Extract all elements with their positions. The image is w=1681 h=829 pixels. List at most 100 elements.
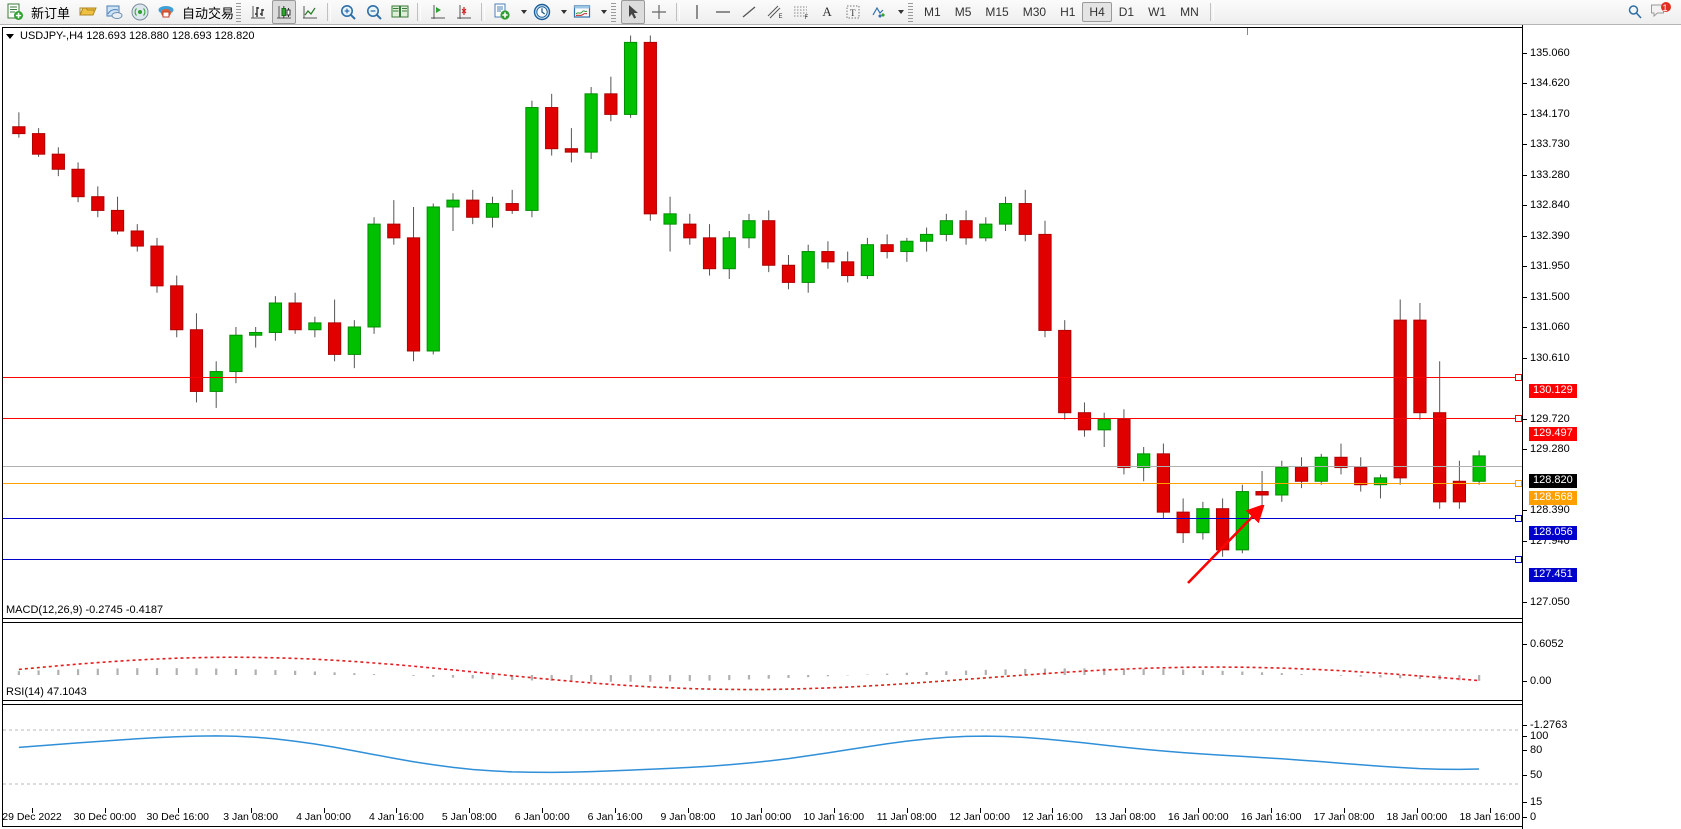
autotrade-label[interactable]: 自动交易	[182, 5, 235, 21]
price-line-handle-128568[interactable]	[1515, 480, 1522, 487]
timeframe-w1[interactable]: W1	[1148, 5, 1167, 19]
timeframe-h4[interactable]: H4	[1082, 2, 1112, 22]
price-tag-129497[interactable]: 129.497	[1529, 427, 1577, 442]
indicators-dropdown-icon[interactable]	[596, 0, 608, 24]
candle-body	[1097, 419, 1111, 431]
objects-icon[interactable]	[867, 0, 891, 24]
chart-area[interactable]: USDJPY-,H4 128.693 128.880 128.693 128.8…	[0, 25, 1681, 829]
candle-body	[170, 285, 184, 331]
crosshair-icon[interactable]	[647, 0, 671, 24]
timeframe-h1[interactable]: H1	[1060, 5, 1076, 19]
candle-body	[1255, 491, 1269, 496]
candle-body	[1294, 467, 1309, 482]
candle-body	[564, 148, 579, 153]
toolbar-grip-2[interactable]	[611, 2, 617, 22]
price-line-handle-130129[interactable]	[1515, 374, 1522, 381]
candle-body	[288, 302, 302, 331]
new-chart-dropdown-icon[interactable]	[516, 0, 528, 24]
price-axis[interactable]: 135.060 134.620 134.170 133.730 133.280 132.8…	[1522, 25, 1681, 829]
chart-symbol-ohlc: USDJPY-,H4 128.693 128.880 128.693 128.8…	[20, 30, 255, 42]
folder-icon[interactable]	[76, 0, 100, 24]
price-tick: 131.060	[1523, 321, 1570, 333]
rsi-axis-tick: 50	[1523, 769, 1542, 781]
price-line-128568[interactable]	[3, 483, 1522, 484]
candle-body	[110, 209, 125, 232]
hline-icon[interactable]	[711, 0, 735, 24]
bar-chart-icon[interactable]	[246, 0, 270, 24]
toolbar-separator-5	[1209, 3, 1214, 21]
candle-body	[91, 196, 105, 211]
price-tag-128568[interactable]: 128.568	[1529, 491, 1577, 506]
cursor-icon[interactable]	[621, 0, 646, 24]
zoom-out-icon[interactable]	[362, 0, 386, 24]
candle-body	[1334, 456, 1348, 469]
price-line-handle-128056[interactable]	[1515, 515, 1522, 522]
toolbar-grip-3[interactable]	[908, 2, 914, 22]
candle-body	[762, 220, 776, 266]
candle-body	[1137, 453, 1151, 469]
price-line-handle-127451[interactable]	[1515, 556, 1522, 563]
new-order-icon[interactable]	[3, 0, 27, 24]
trendline-icon[interactable]	[737, 0, 761, 24]
auto-scroll-icon[interactable]	[452, 0, 476, 24]
candlestick-series	[12, 35, 1486, 557]
candle-body	[189, 329, 204, 392]
price-tag-127451[interactable]: 127.451	[1529, 567, 1577, 582]
line-chart-icon[interactable]	[298, 0, 322, 24]
price-line-128056[interactable]	[3, 518, 1522, 519]
price-line-129497[interactable]	[3, 418, 1522, 419]
data-window-icon[interactable]	[388, 0, 412, 24]
label-icon[interactable]: T	[841, 0, 865, 24]
new-chart-icon[interactable]	[490, 0, 514, 24]
time-axis-label: 9 Jan 08:00	[660, 811, 716, 823]
timeframe-m15[interactable]: M15	[985, 5, 1009, 19]
objects-dropdown-icon[interactable]	[893, 0, 905, 24]
price-tick: 134.620	[1523, 77, 1570, 89]
price-line-handle-129497[interactable]	[1515, 415, 1522, 422]
timeframe-d1[interactable]: D1	[1118, 5, 1135, 19]
time-grid-tick	[906, 808, 908, 813]
candle-body	[1058, 329, 1072, 414]
candle-body	[308, 322, 322, 331]
candlestick-icon[interactable]	[272, 0, 297, 24]
price-tag-130129[interactable]: 130.129	[1529, 384, 1577, 399]
text-icon[interactable]: A	[822, 4, 832, 19]
candle-body	[722, 237, 736, 270]
rsi-axis-tick: 80	[1523, 744, 1542, 756]
price-tag-128056[interactable]: 128.056	[1529, 526, 1577, 541]
new-order-label[interactable]: 新订单	[31, 5, 71, 21]
candle-body	[1038, 233, 1052, 331]
time-axis-label: 11 Jan 08:00	[876, 811, 937, 823]
candle-body	[545, 107, 559, 150]
chart-shift-icon[interactable]	[426, 0, 450, 24]
vline-icon[interactable]	[685, 0, 709, 24]
price-tick: 133.730	[1523, 138, 1570, 150]
price-line-127451[interactable]	[3, 559, 1522, 560]
alerts-icon[interactable]: 1	[1649, 0, 1673, 24]
zoom-in-icon[interactable]	[336, 0, 360, 24]
time-grid-tick	[1052, 808, 1054, 813]
toolbar-grip[interactable]	[236, 2, 242, 22]
price-line-130129[interactable]	[3, 377, 1522, 378]
candle-body	[130, 230, 144, 247]
chevron-down-icon[interactable]	[6, 33, 14, 39]
time-grid-tick	[104, 808, 106, 813]
time-axis-label: 17 Jan 08:00	[1313, 811, 1375, 823]
time-grid-tick	[615, 808, 617, 813]
indicators-icon[interactable]	[570, 0, 594, 24]
equidistant-channel-icon[interactable]: E	[763, 0, 787, 24]
signal-icon[interactable]	[128, 0, 152, 24]
uptrend-arrow-annotation[interactable]	[1180, 505, 1270, 590]
period-dropdown-icon[interactable]	[556, 0, 568, 24]
timeframe-mn[interactable]: MN	[1180, 5, 1199, 19]
timeframe-m30[interactable]: M30	[1022, 5, 1047, 19]
autotrade-icon[interactable]	[154, 0, 178, 24]
publish-icon[interactable]	[102, 0, 126, 24]
fibo-icon[interactable]: F	[789, 0, 813, 24]
timeframe-m5[interactable]: M5	[954, 5, 972, 19]
timeframe-m1[interactable]: M1	[924, 5, 941, 19]
macd-signal-line	[18, 656, 1480, 691]
candle-body	[12, 126, 26, 135]
period-icon[interactable]	[530, 0, 554, 24]
search-icon[interactable]	[1623, 0, 1647, 24]
